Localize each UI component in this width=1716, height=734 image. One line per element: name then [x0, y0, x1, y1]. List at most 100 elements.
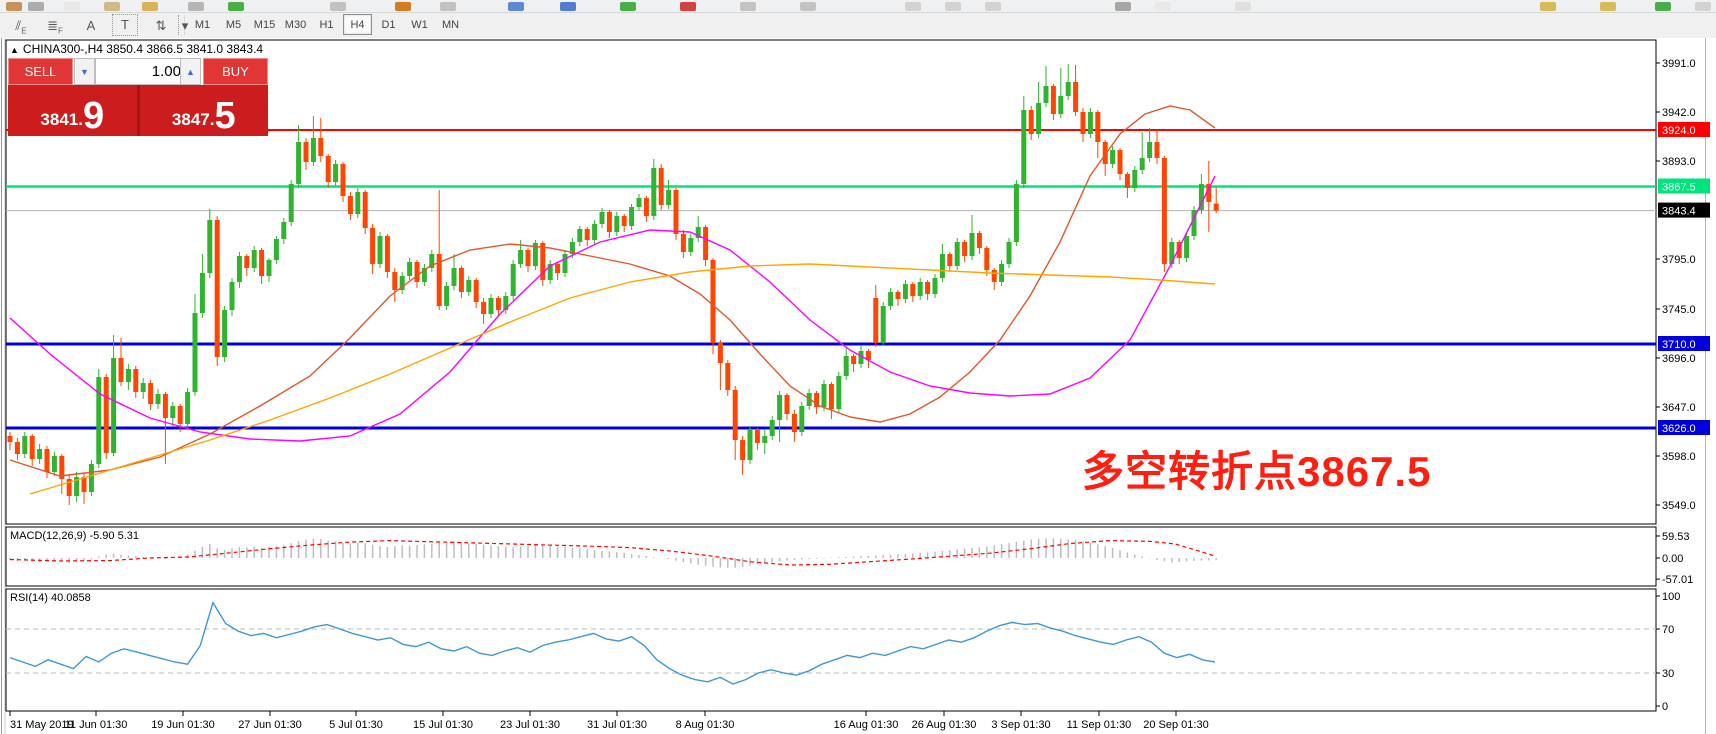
candle-body	[577, 229, 583, 242]
rsi-pane[interactable]	[5, 588, 1657, 712]
box-icon[interactable]	[1155, 2, 1171, 11]
volume-decrease-button[interactable]: ▼	[74, 58, 95, 85]
draw-study-icon[interactable]: ⫽E	[8, 14, 34, 36]
text-tool-icon[interactable]: T	[112, 14, 138, 36]
timeframe-button-H1[interactable]: H1	[312, 14, 341, 35]
timeframe-button-M15[interactable]: M15	[250, 14, 279, 35]
candle-body	[22, 436, 28, 454]
candle-body	[1087, 112, 1093, 134]
candle-body	[547, 264, 553, 280]
profile-icon[interactable]	[28, 2, 44, 11]
cascade-icon[interactable]	[800, 2, 816, 11]
candle-body	[1102, 142, 1108, 164]
star-icon[interactable]	[1540, 2, 1556, 11]
candles-icon[interactable]	[508, 2, 524, 11]
arrows-tool-icon[interactable]: ⇅	[148, 14, 174, 36]
new-page-icon[interactable]	[64, 2, 80, 11]
candle-body	[1176, 242, 1182, 258]
indicators-icon[interactable]	[905, 2, 921, 11]
candle-body	[629, 207, 635, 226]
price-tick-3795.0: 3795.0	[1662, 254, 1696, 266]
candle-body	[66, 479, 72, 496]
candle-body	[244, 256, 250, 268]
candle-body	[799, 406, 805, 432]
dropdown-caret-icon[interactable]: ▾	[172, 14, 198, 36]
candle-body	[1154, 142, 1160, 158]
candle-body	[81, 477, 87, 492]
rsi-tick-100: 100	[1662, 591, 1680, 603]
autotrade-icon[interactable]	[395, 2, 411, 11]
more-icon[interactable]	[1695, 2, 1711, 11]
price-tick-3893.0: 3893.0	[1662, 156, 1696, 168]
star2-icon[interactable]	[1600, 2, 1616, 11]
candle-body	[769, 420, 775, 436]
candle-body	[865, 351, 871, 360]
zoom-in-icon[interactable]	[620, 2, 636, 11]
tile-icon[interactable]	[740, 2, 756, 11]
date-tick: 15 Jul 01:30	[413, 719, 473, 731]
price-label-3843.4: 3843.4	[1662, 206, 1696, 218]
volume-input[interactable]: 1.00	[95, 58, 188, 85]
candle-body	[503, 296, 509, 310]
candle-body	[1028, 110, 1034, 134]
play-icon[interactable]	[1655, 2, 1671, 11]
candle-body	[421, 268, 427, 282]
candle-body	[377, 236, 383, 264]
one-click-trade-panel: SELL ▼ 1.00 ▲ BUY 3841. 9 3847. 5	[8, 58, 268, 136]
candle-body	[1213, 203, 1219, 211]
buy-price[interactable]: 3847. 5	[171, 95, 236, 137]
text-label-icon[interactable]: A	[78, 14, 104, 36]
new-order-icon[interactable]	[228, 2, 244, 11]
timeframe-button-M30[interactable]: M30	[281, 14, 310, 35]
sell-button[interactable]: SELL	[8, 58, 73, 85]
periods-icon[interactable]	[945, 2, 961, 11]
price-label-3626.0: 3626.0	[1662, 423, 1696, 435]
candle-body	[947, 254, 953, 266]
price-tick-3549.0: 3549.0	[1662, 500, 1696, 512]
navigator-icon[interactable]	[188, 2, 204, 11]
volume-increase-button[interactable]: ▲	[180, 58, 201, 85]
fibonacci-icon[interactable]: ≣F	[42, 14, 68, 36]
buy-button[interactable]: BUY	[203, 58, 268, 85]
timeframe-button-MN[interactable]: MN	[436, 14, 465, 35]
price-label-3710.0: 3710.0	[1662, 339, 1696, 351]
line-chart-icon[interactable]	[560, 2, 576, 11]
timeframe-button-M1[interactable]: M1	[188, 14, 217, 35]
collapse-triangle-icon[interactable]: ▲	[10, 45, 19, 55]
expert-icon[interactable]	[330, 2, 346, 11]
zoom-out-icon[interactable]	[680, 2, 696, 11]
folder-icon[interactable]	[104, 2, 120, 11]
sell-price[interactable]: 3841. 9	[8, 85, 140, 136]
candle-body	[555, 264, 561, 273]
date-tick: 23 Jul 01:30	[500, 719, 560, 731]
timeframe-button-D1[interactable]: D1	[374, 14, 403, 35]
candle-body	[732, 390, 738, 440]
date-tick: 3 Sep 01:30	[991, 719, 1050, 731]
candle-body	[651, 168, 657, 216]
candle-body	[1169, 242, 1175, 264]
candle-body	[170, 406, 176, 418]
candle-body	[155, 394, 161, 404]
grid-icon[interactable]	[1115, 2, 1131, 11]
candle-body	[599, 212, 605, 224]
frame-icon[interactable]	[1235, 2, 1251, 11]
candle-body	[1073, 82, 1079, 112]
candle-body	[362, 192, 368, 228]
timeframe-button-W1[interactable]: W1	[405, 14, 434, 35]
timeframe-button-H4[interactable]: H4	[343, 14, 372, 35]
price-label-3924.0: 3924.0	[1662, 125, 1696, 137]
candle-body	[281, 222, 287, 239]
chart-icon[interactable]	[6, 2, 22, 11]
market-watch-icon[interactable]	[142, 2, 158, 11]
macd-pane[interactable]	[5, 526, 1657, 587]
main-price-pane[interactable]	[5, 39, 1657, 525]
candle-body	[59, 456, 65, 479]
candle-body	[791, 414, 797, 432]
chart-bar-icon[interactable]	[440, 2, 456, 11]
candle-body	[236, 256, 242, 282]
candle-body	[584, 229, 590, 240]
templates-icon[interactable]	[985, 2, 1001, 11]
timeframe-button-M5[interactable]: M5	[219, 14, 248, 35]
candle-body	[177, 406, 183, 424]
